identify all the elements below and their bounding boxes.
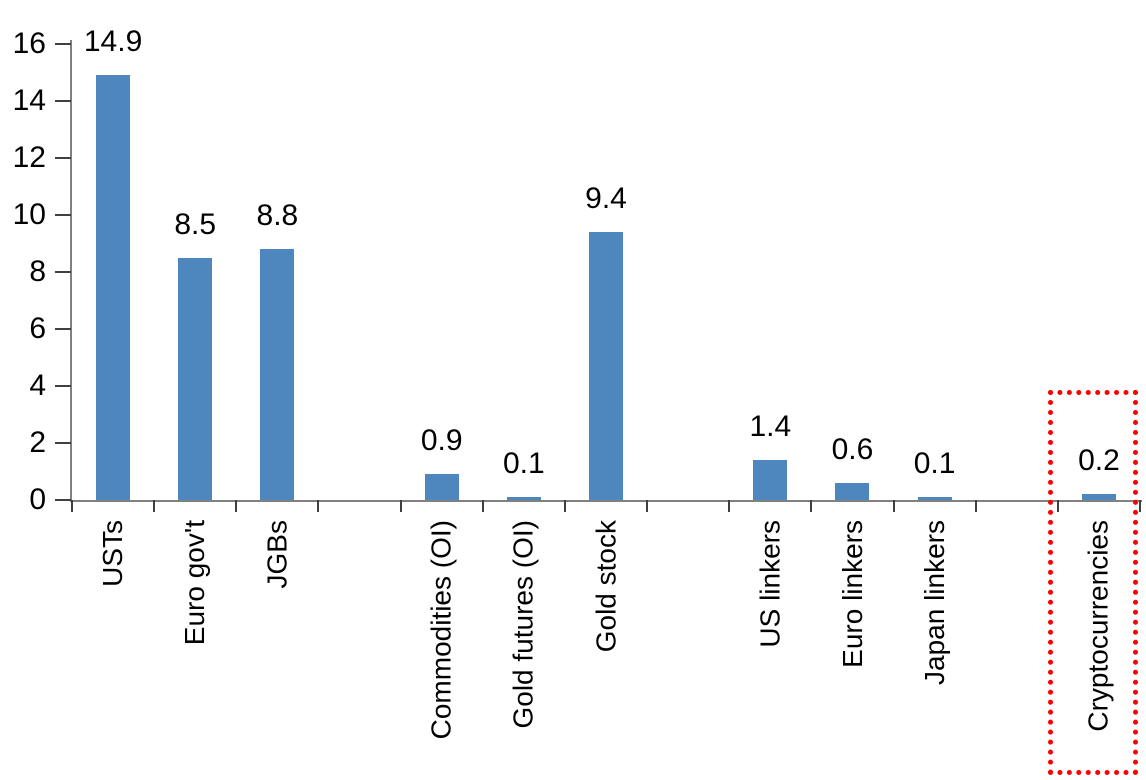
x-axis-tick (481, 500, 484, 512)
bar (1081, 494, 1116, 500)
y-axis-tick-label: 10 (12, 198, 46, 231)
y-axis-line (70, 40, 72, 502)
category-label: Gold stock (590, 520, 621, 653)
y-axis-tick (55, 43, 71, 45)
bar-value-label: 8.8 (256, 199, 299, 233)
category-label: Japan linkers (918, 520, 950, 685)
x-axis-tick (1056, 500, 1059, 512)
x-axis-tick (1139, 500, 1141, 512)
y-axis-tick-label: 12 (12, 141, 46, 174)
y-axis-tick (55, 442, 71, 444)
category-label: USTs (97, 520, 129, 587)
x-axis-tick (974, 500, 977, 512)
bar-value-label: 14.9 (83, 25, 143, 59)
y-axis-tick-label: 6 (29, 312, 46, 345)
highlight-box (1047, 390, 1138, 775)
bar-value-label: 0.1 (502, 447, 545, 481)
x-axis-tick (728, 500, 731, 512)
y-axis-tick-label: 0 (29, 483, 46, 516)
bar (753, 460, 788, 500)
bar-value-label: 0.9 (420, 424, 463, 458)
x-axis-tick (71, 500, 73, 512)
bar-value-label: 0.1 (913, 447, 956, 481)
y-axis-tick-label: 16 (12, 27, 46, 60)
category-label: Gold futures (OI) (507, 520, 539, 729)
category-label: Euro linkers (836, 520, 868, 668)
bar (506, 497, 541, 500)
y-axis-tick-label: 4 (29, 369, 46, 402)
bar-value-label: 8.5 (174, 207, 217, 241)
bar (96, 75, 131, 500)
category-label: US linkers (754, 520, 786, 648)
y-axis-tick (55, 385, 71, 387)
y-axis-tick-label: 14 (12, 84, 46, 117)
bar (835, 482, 870, 500)
x-axis-tick (153, 500, 156, 512)
category-label: Euro gov't (179, 520, 211, 646)
category-label: JGBs (261, 520, 293, 589)
x-axis-tick (563, 500, 566, 512)
x-axis-tick (646, 500, 649, 512)
y-axis-tick (55, 100, 71, 102)
y-axis-tick (55, 499, 71, 501)
bar (917, 497, 952, 500)
x-axis-line (70, 500, 1142, 502)
y-axis-tick (55, 157, 71, 159)
x-axis-tick (235, 500, 238, 512)
bar-value-label: 9.4 (585, 182, 627, 216)
x-axis-tick (317, 500, 320, 512)
y-axis-tick (55, 214, 71, 216)
y-axis-tick (55, 271, 71, 273)
bar-value-label: 1.4 (749, 410, 792, 444)
x-axis-tick (810, 500, 813, 512)
y-axis-tick-label: 8 (29, 255, 46, 288)
bar (589, 232, 623, 500)
y-axis-tick (55, 328, 71, 330)
bar (424, 474, 459, 500)
y-axis-tick-label: 2 (29, 426, 46, 459)
x-axis-tick (892, 500, 895, 512)
bar-value-label: 0.6 (831, 432, 874, 466)
bar-value-label: 0.2 (1078, 444, 1120, 478)
bar (178, 257, 213, 500)
x-axis-tick (399, 500, 402, 512)
bar (260, 249, 295, 500)
category-label: Commodities (OI) (425, 520, 457, 740)
